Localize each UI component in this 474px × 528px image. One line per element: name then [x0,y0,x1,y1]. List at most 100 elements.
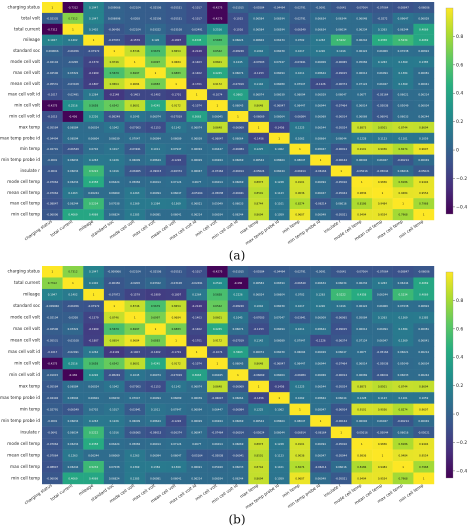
heatmap-cell [227,461,249,473]
cell-value-label: 0.07038 [398,304,409,308]
heatmap-cell [186,78,208,90]
colorbar-tick-label: 0.6 [456,326,463,332]
cell-value-label: -0.06914 [294,169,306,173]
cell-value-label: 0.06214 [418,93,429,97]
cell-value-label: 0.1263 [89,419,98,423]
cell-value-label: -0.0641 [336,270,346,274]
cell-value-label: 1 [340,169,342,173]
cell-value-label: 0.4245 [213,71,222,75]
row-tick-label: mean cell volt [10,81,40,86]
cell-value-label: -0.02791 [46,407,58,411]
cell-value-label: 0.1123 [378,396,387,400]
cell-value-label: 0.03322 [150,27,161,31]
cell-value-label: 0.06029 [315,350,326,354]
cell-value-label: 0.8501 [378,384,387,388]
heatmap-cell [372,132,393,144]
cell-value-label: -0.4275 [47,104,57,108]
cell-value-label: 0.1225 [254,407,263,411]
heatmap-cell [351,277,373,290]
heatmap-cell [268,288,290,301]
heatmap-cell [289,100,311,112]
heatmap-cell [83,165,105,177]
cell-value-label: 0.1369 [399,82,408,86]
heatmap-cell [268,346,290,358]
heatmap-cell [413,198,435,210]
heatmap-cell [392,438,414,450]
cell-value-label: -0.1403 [130,93,140,97]
heatmap-cell [330,187,352,199]
cell-value-label: 0.0677 [357,350,366,354]
heatmap-cell [289,300,311,313]
heatmap-cell [268,334,290,347]
heatmap-cell [165,111,187,123]
cell-value-label: 0.06447 [212,407,223,411]
cell-value-label: 0.8694 [419,125,428,129]
heatmap-cell [207,143,228,155]
heatmap-cell [413,100,435,112]
cell-value-label: 0.4358 [89,180,98,184]
heatmap-cell [165,369,187,381]
cell-value-label: 0.06094 [274,327,285,331]
cell-value-label: 0.06014 [356,362,367,366]
heatmap-cell [165,461,187,473]
heatmap-cell [351,100,373,112]
cell-value-label: 0.6883 [172,327,181,331]
heatmap-cell [103,187,125,199]
heatmap-cell [248,438,270,450]
heatmap-cell [207,198,228,210]
row-tick-label: min cell temp [11,475,40,480]
cell-value-label: -0.02335 [46,16,58,20]
heatmap-cell [413,187,435,199]
cell-value-label: -0.1402 [150,350,160,354]
heatmap-cell [372,323,393,336]
heatmap-cell [186,380,208,393]
heatmap-cell [227,403,249,416]
heatmap-cell [227,67,249,79]
cell-value-label: 0.9836 [378,180,387,184]
cell-value-label: 0.0702 [89,147,98,151]
heatmap-cell [248,111,270,123]
cell-value-label: -0.06069 [253,114,265,118]
heatmap-cell [165,380,187,393]
heatmap-cell [42,392,63,404]
heatmap-cell [124,380,146,393]
heatmap-cell [310,323,332,336]
cell-value-label: -0.07003 [253,316,265,320]
cell-value-label: -0.06456 [67,49,79,53]
cell-value-label: 0.06039 [274,350,285,354]
heatmap-cell [207,449,228,462]
heatmap-cell [310,380,332,393]
heatmap-cell [103,165,125,177]
heatmap-cell [413,449,435,462]
cell-value-label: 0.06069 [109,191,120,195]
cell-value-label: 0.05084 [356,316,367,320]
cell-value-label: 0.4358 [89,442,98,446]
cell-value-label: 0.06021 [191,465,202,469]
heatmap-cell [310,23,332,35]
cell-value-label: 0.05049 [398,362,409,366]
cell-value-label: 0.8694 [419,384,428,388]
heatmap-cell [227,12,249,24]
cell-value-label: 0.1402 [89,281,98,285]
heatmap-cell [351,209,373,221]
heatmap-cell [145,277,166,290]
heatmap-cell [330,472,352,485]
heatmap-cell [268,357,290,370]
cell-value-label: -0.03108 [67,339,79,343]
heatmap-cell [207,369,228,381]
cell-value-label: -0.1017 [47,93,57,97]
heatmap-cell [42,89,63,101]
heatmap-cell [351,392,373,404]
column-tick-label: mileage [78,218,95,232]
heatmap-cell [268,209,290,221]
cell-value-label: -0.1153 [254,327,264,331]
cell-value-label: 0.1226 [110,158,119,162]
cell-value-label: 0.5222 [89,169,98,173]
cell-value-label: 0.06069 [377,304,388,308]
cell-value-label: 0.06069 [233,158,244,162]
cell-value-label: -0.1074 [212,93,222,97]
heatmap-cell [124,121,146,133]
heatmap-cell [62,438,84,450]
cell-value-label: 0.4069 [419,38,428,42]
cell-value-label: 0.6883 [151,82,160,86]
